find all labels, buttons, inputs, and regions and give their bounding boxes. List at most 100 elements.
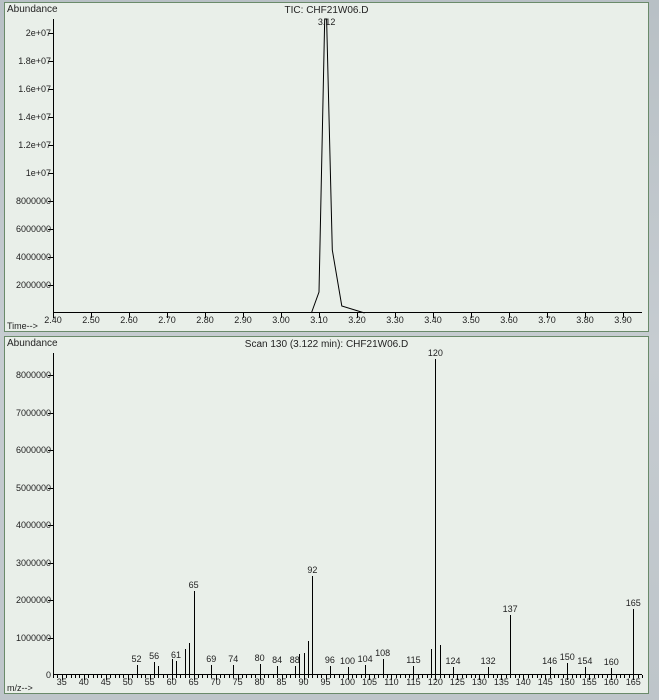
ms-peak [137,665,138,675]
tic-xticklabel: 2.90 [234,315,252,325]
ms-xtick-minor [268,675,269,678]
ms-xtick-minor [484,675,485,678]
ms-yticklabel: 1000000 [16,633,51,643]
ms-peak [413,666,414,675]
ms-peak [567,663,568,675]
ms-xticklabel: 135 [494,677,509,687]
tic-xticklabel: 3.00 [272,315,290,325]
tic-xticklabel: 2.60 [120,315,138,325]
ms-peak [488,667,489,675]
ms-xticklabel: 150 [560,677,575,687]
ms-xtick-minor [321,675,322,678]
ms-xtick-minor [53,675,54,678]
ms-yticklabel: 4000000 [16,520,51,530]
ms-peak [304,653,305,675]
tic-yticklabel: 8000000 [16,196,51,206]
ms-xtick-minor [638,675,639,678]
ms-xtick-minor [220,675,221,678]
ms-xtick-minor [115,675,116,678]
ms-xtick-minor [563,675,564,678]
ms-xlabel: m/z--> [7,683,33,693]
ms-xtick-minor [519,675,520,678]
ms-zero-label: 0 [46,670,51,680]
tic-xticklabel: 3.70 [538,315,556,325]
ms-peak-label: 150 [560,652,575,662]
ms-xtick-minor [453,675,454,678]
ms-peak-label: 69 [206,654,216,664]
ms-xtick-minor [93,675,94,678]
tic-xticklabel: 3.90 [614,315,632,325]
ms-xtick-minor [343,675,344,678]
ms-peak [154,662,155,675]
ms-peak-label: 65 [189,580,199,590]
ms-xtick-minor [158,675,159,678]
ms-xticklabel: 95 [321,677,331,687]
ms-xtick-minor [251,675,252,678]
ms-peak [277,666,278,675]
ms-xtick-minor [510,675,511,678]
ms-xtick-minor [88,675,89,678]
ms-xtick-minor [607,675,608,678]
ms-xtick-minor [339,675,340,678]
ms-peak [211,665,212,675]
ms-peak [189,643,190,675]
ms-peak [611,668,612,675]
ms-xtick-minor [211,675,212,678]
ms-xticklabel: 65 [189,677,199,687]
tic-xticklabel: 2.50 [82,315,100,325]
tic-plot-area: 20000004000000600000080000001e+071.2e+07… [53,19,642,313]
ms-xtick-minor [71,675,72,678]
ms-xtick-minor [75,675,76,678]
tic-yticklabel: 2000000 [16,280,51,290]
ms-xtick-minor [440,675,441,678]
ms-xticklabel: 80 [255,677,265,687]
ms-xtick-minor [132,675,133,678]
tic-xlabel: Time--> [7,321,38,331]
ms-xtick-minor [137,675,138,678]
ms-xticklabel: 70 [211,677,221,687]
ms-xtick-minor [356,675,357,678]
ms-panel: Abundance Scan 130 (3.122 min): CHF21W06… [4,336,649,694]
ms-xtick-minor [255,675,256,678]
ms-xtick-minor [176,675,177,678]
ms-ylabel: Abundance [7,338,58,349]
tic-yticklabel: 4000000 [16,252,51,262]
ms-xtick-minor [317,675,318,678]
ms-peak [585,667,586,675]
ms-xticklabel: 100 [340,677,355,687]
tic-xticklabel: 2.40 [44,315,62,325]
ms-xticklabel: 130 [472,677,487,687]
ms-xticklabel: 145 [538,677,553,687]
ms-xtick-minor [198,675,199,678]
ms-xtick-minor [541,675,542,678]
tic-xticklabel: 2.80 [196,315,214,325]
ms-xtick-minor [264,675,265,678]
ms-xticklabel: 140 [516,677,531,687]
tic-xticklabel: 3.60 [500,315,518,325]
ms-xtick-minor [145,675,146,678]
ms-peak [158,666,159,675]
tic-xticklabel: 3.20 [348,315,366,325]
ms-xtick-minor [154,675,155,678]
ms-title: Scan 130 (3.122 min): CHF21W06.D [245,339,408,350]
ms-peak [435,359,436,675]
tic-xticklabel: 3.50 [462,315,480,325]
ms-xtick-minor [554,675,555,678]
ms-xtick-minor [383,675,384,678]
ms-peak [550,667,551,675]
ms-xtick-minor [400,675,401,678]
ms-xtick-minor [361,675,362,678]
ms-xticklabel: 40 [79,677,89,687]
ms-xtick-minor [642,675,643,678]
ms-xtick-minor [189,675,190,678]
ms-xtick-minor [352,675,353,678]
ms-xtick-minor [66,675,67,678]
ms-peak-label: 52 [131,654,141,664]
ms-xticklabel: 35 [57,677,67,687]
ms-peak-label: 124 [445,656,460,666]
ms-xtick-minor [488,675,489,678]
ms-peak [233,665,234,675]
ms-xtick-minor [79,675,80,678]
ms-peak-label: 80 [255,653,265,663]
ms-peak [383,659,384,675]
